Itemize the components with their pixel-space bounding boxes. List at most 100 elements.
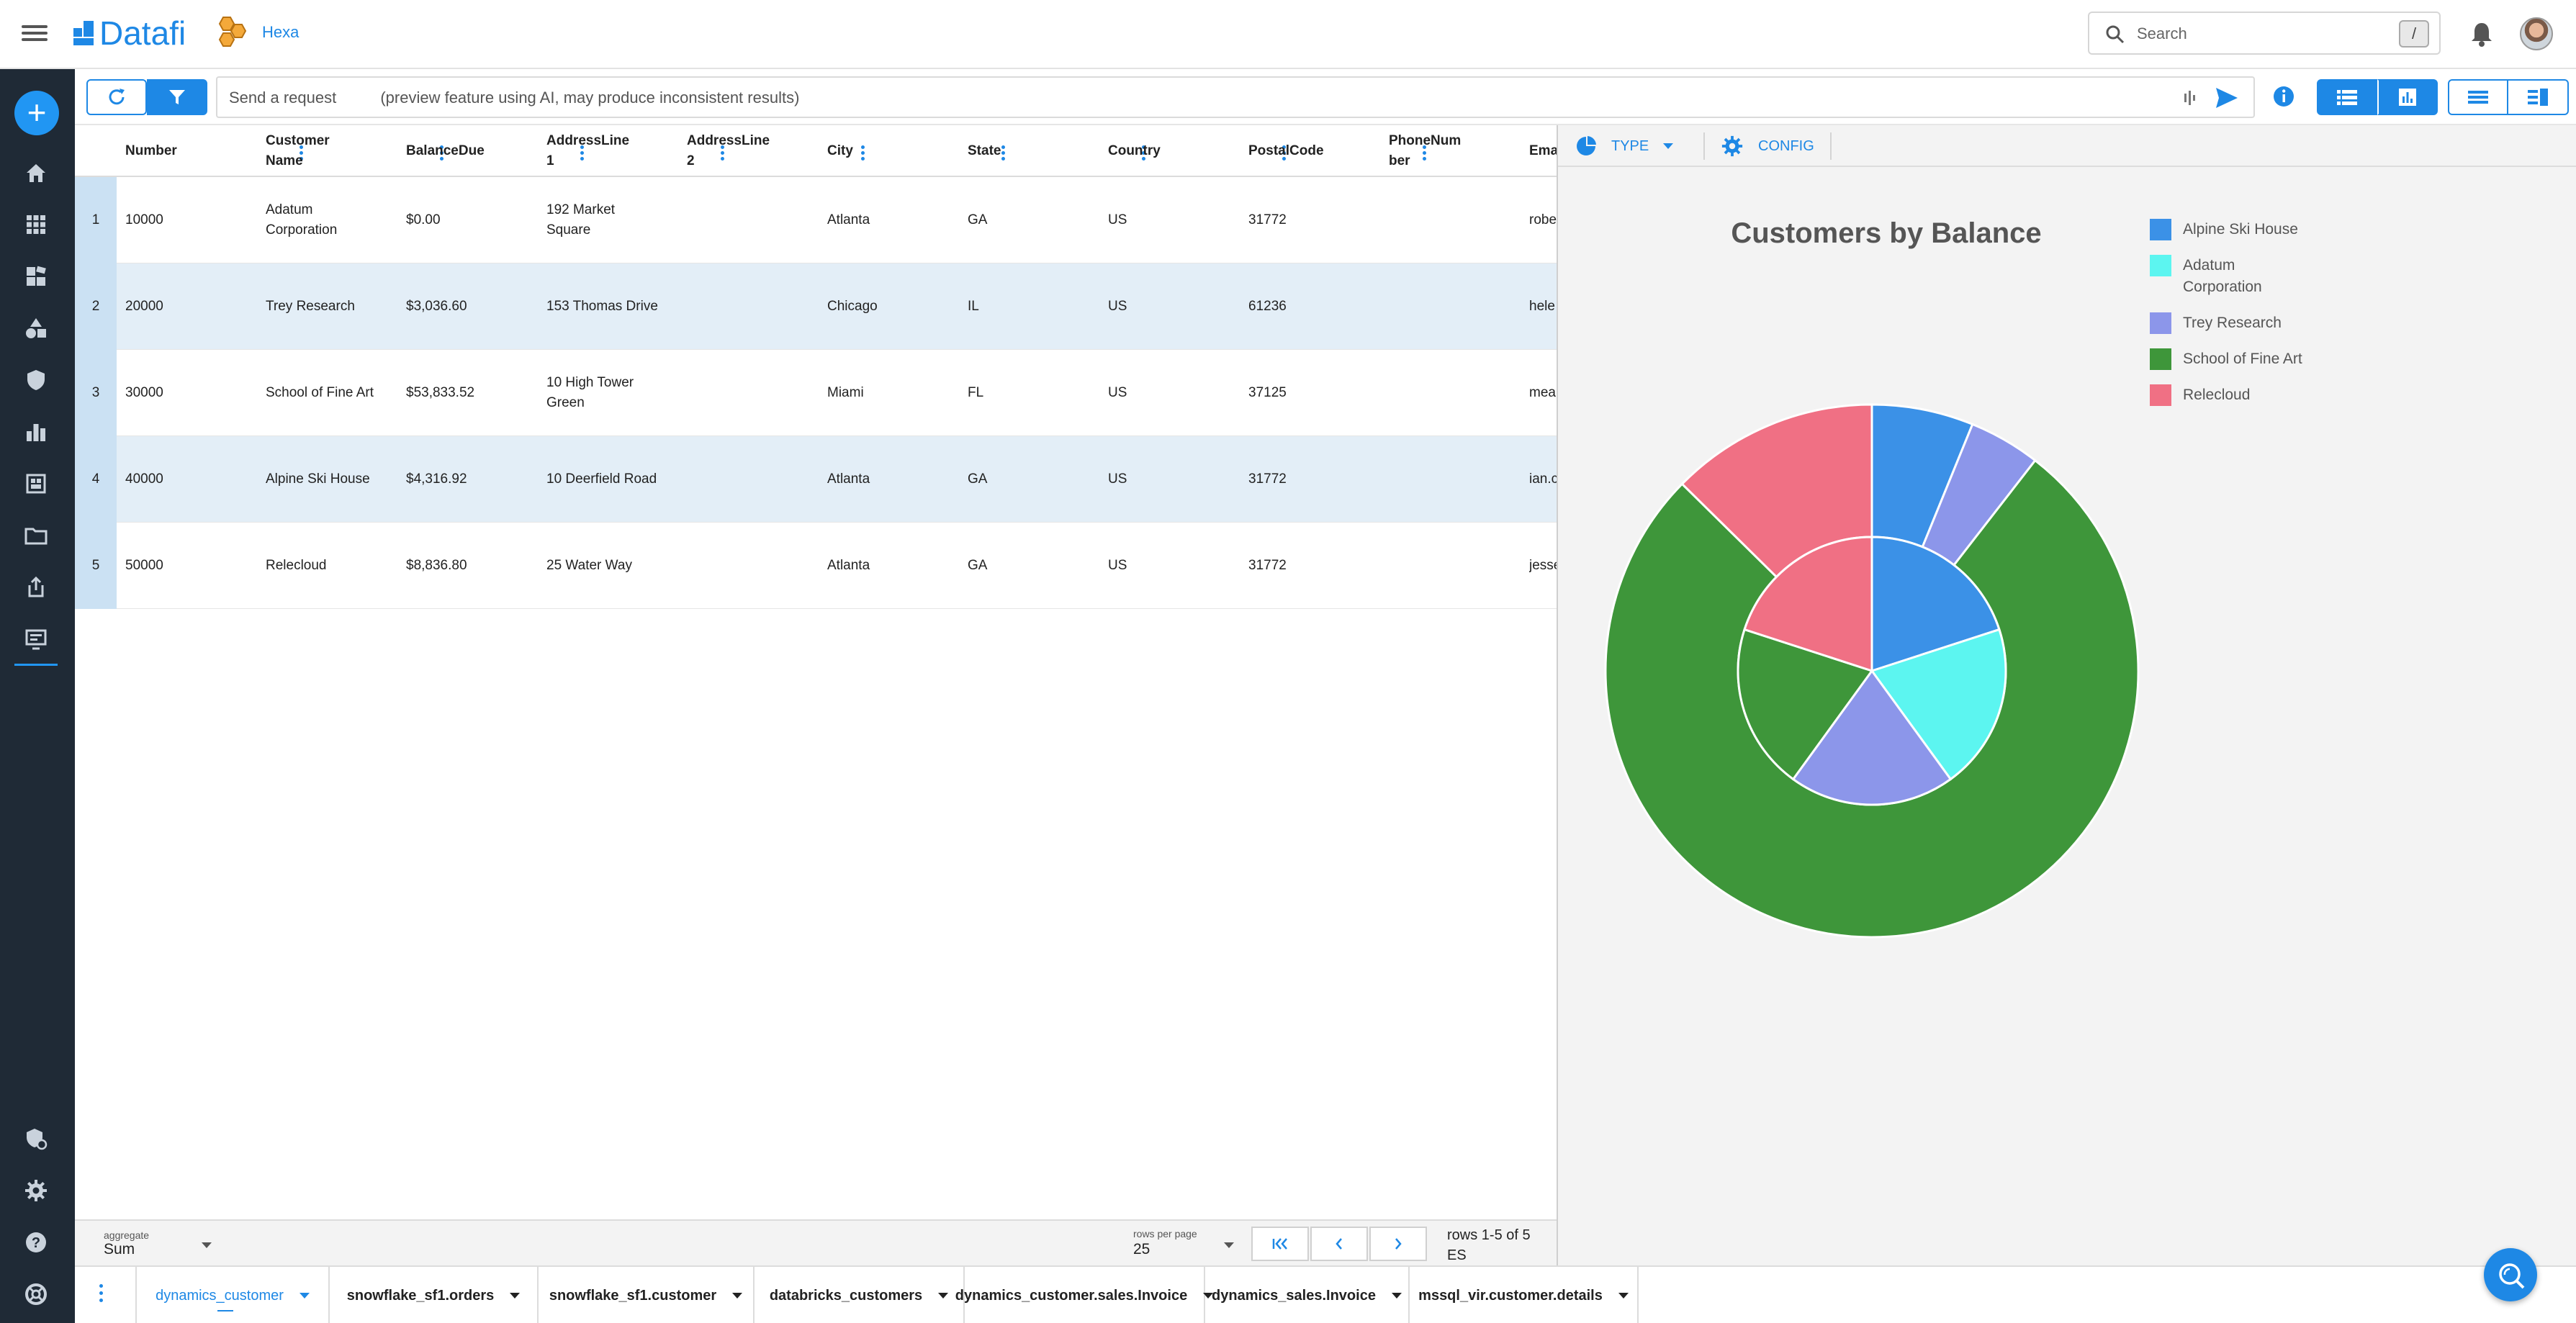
pie-slice-relecloud[interactable]: [1743, 536, 1873, 673]
monitor-icon[interactable]: [23, 626, 49, 652]
table-cell[interactable]: Chicago: [827, 299, 878, 314]
pie-slice-adatum-corporation[interactable]: [1870, 628, 2007, 781]
table-cell[interactable]: $8,836.80: [406, 558, 467, 573]
column-header[interactable]: City: [827, 125, 1005, 177]
table-cell[interactable]: [687, 263, 809, 350]
column-header[interactable]: Number: [125, 125, 303, 177]
search-box[interactable]: /: [2088, 12, 2441, 55]
table-cell[interactable]: School of Fine Art: [266, 385, 374, 400]
gear-icon[interactable]: [23, 1178, 49, 1204]
row-number[interactable]: 1: [75, 177, 117, 263]
table-cell[interactable]: Atlanta: [827, 471, 870, 487]
share-icon[interactable]: [23, 574, 49, 600]
column-menu-icon[interactable]: [1282, 145, 1288, 161]
table-cell[interactable]: 40000: [125, 471, 163, 487]
table-cell[interactable]: 153 Thomas Drive: [546, 299, 658, 314]
column-menu-icon[interactable]: [300, 145, 305, 161]
table-cell[interactable]: US: [1108, 299, 1127, 314]
table-cell[interactable]: US: [1108, 212, 1127, 227]
chevron-down-icon[interactable]: [1203, 1293, 1214, 1299]
column-menu-icon[interactable]: [1001, 145, 1007, 161]
dataset-tab[interactable]: dynamics_customer: [135, 1267, 330, 1323]
row-number[interactable]: 4: [75, 436, 117, 523]
chevron-down-icon[interactable]: [510, 1293, 521, 1299]
table-cell[interactable]: 37125: [1248, 385, 1287, 400]
table-cell[interactable]: 30000: [125, 385, 163, 400]
row-number[interactable]: 5: [75, 523, 117, 609]
chevron-down-icon[interactable]: [1618, 1293, 1629, 1299]
voice-input-icon[interactable]: [2181, 88, 2202, 108]
column-menu-icon[interactable]: [580, 145, 586, 161]
info-icon[interactable]: [2272, 85, 2295, 108]
table-cell[interactable]: 61236: [1248, 299, 1287, 314]
table-cell[interactable]: $0.00: [406, 212, 441, 227]
table-row[interactable]: 2 20000 Trey Research $3,036.60 153 Thomas D…: [75, 263, 1557, 350]
prev-page-button[interactable]: [1310, 1227, 1368, 1261]
column-menu-icon[interactable]: [721, 145, 726, 161]
apps-grid-icon[interactable]: [23, 212, 49, 238]
first-page-button[interactable]: [1251, 1227, 1309, 1261]
table-cell[interactable]: US: [1108, 471, 1127, 487]
chart-config-button[interactable]: CONFIG: [1721, 134, 1814, 158]
column-header[interactable]: BalanceDue: [406, 125, 584, 177]
table-cell[interactable]: $53,833.52: [406, 385, 475, 400]
column-menu-icon[interactable]: [440, 145, 446, 161]
dataset-tab[interactable]: snowflake_sf1.customer: [539, 1267, 755, 1323]
ai-request-box[interactable]: [216, 76, 2255, 118]
table-cell[interactable]: FL: [968, 385, 984, 400]
row-number[interactable]: 3: [75, 350, 117, 436]
legend-item[interactable]: Trey Research: [2150, 312, 2351, 334]
shapes-icon[interactable]: [23, 315, 49, 341]
table-cell[interactable]: GA: [968, 212, 988, 227]
table-cell[interactable]: [687, 436, 809, 523]
pie-slice-trey-research[interactable]: [1791, 669, 1953, 806]
chevron-down-icon[interactable]: [938, 1293, 949, 1299]
tabs-menu-icon[interactable]: [96, 1284, 107, 1306]
dataset-tab[interactable]: databricks_customers: [755, 1267, 965, 1323]
table-cell[interactable]: Alpine Ski House: [266, 471, 370, 487]
table-cell[interactable]: Atlanta: [827, 212, 870, 227]
table-cell[interactable]: $3,036.60: [406, 299, 467, 314]
table-cell[interactable]: [1389, 436, 1511, 523]
table-cell[interactable]: 10 Deerfield Road: [546, 471, 657, 487]
column-menu-icon[interactable]: [1423, 145, 1428, 161]
layout-side-button[interactable]: [2508, 79, 2569, 115]
table-cell[interactable]: 10000: [125, 212, 163, 227]
chevron-down-icon[interactable]: [1391, 1293, 1402, 1299]
table-cell[interactable]: [1389, 177, 1511, 263]
chevron-down-icon[interactable]: [299, 1293, 310, 1299]
table-cell[interactable]: 20000: [125, 299, 163, 314]
column-header[interactable]: PhoneNumber: [1389, 125, 1468, 177]
ai-request-input[interactable]: [229, 86, 2101, 109]
table-cell[interactable]: US: [1108, 558, 1127, 573]
dataset-tab[interactable]: snowflake_sf1.orders: [330, 1267, 539, 1323]
send-icon[interactable]: [2215, 86, 2239, 109]
table-cell[interactable]: Atlanta: [827, 558, 870, 573]
table-row[interactable]: 3 30000 School of Fine Art $53,833.52 10 Hig…: [75, 350, 1557, 436]
bell-icon[interactable]: [2469, 20, 2494, 48]
table-cell[interactable]: GA: [968, 471, 988, 487]
bar-chart-icon[interactable]: [23, 419, 49, 445]
table-cell[interactable]: Trey Research: [266, 299, 355, 314]
dataset-tab[interactable]: mssql_vir.customer.details: [1410, 1267, 1639, 1323]
dashboard-icon[interactable]: [23, 263, 49, 289]
row-number[interactable]: 2: [75, 263, 117, 350]
legend-item[interactable]: Alpine Ski House: [2150, 219, 2351, 240]
table-cell[interactable]: 25 Water Way: [546, 558, 632, 573]
column-header[interactable]: Customer Name: [266, 125, 443, 177]
legend-item[interactable]: School of Fine Art: [2150, 348, 2351, 370]
pie-slice-alpine-ski-house[interactable]: [1870, 536, 2001, 673]
grid-view-button[interactable]: [2317, 79, 2377, 115]
table-cell[interactable]: $4,316.92: [406, 471, 467, 487]
table-cell[interactable]: 50000: [125, 558, 163, 573]
table-cell[interactable]: IL: [968, 299, 979, 314]
table-cell[interactable]: 31772: [1248, 471, 1287, 487]
column-header[interactable]: PostalCode: [1248, 125, 1426, 177]
table-cell[interactable]: GA: [968, 558, 988, 573]
chevron-down-icon[interactable]: [732, 1293, 743, 1299]
menu-icon[interactable]: [22, 22, 48, 48]
home-icon[interactable]: [23, 160, 49, 186]
column-header[interactable]: Country: [1108, 125, 1286, 177]
table-cell[interactable]: hele: [1529, 299, 1555, 314]
column-menu-icon[interactable]: [861, 145, 867, 161]
